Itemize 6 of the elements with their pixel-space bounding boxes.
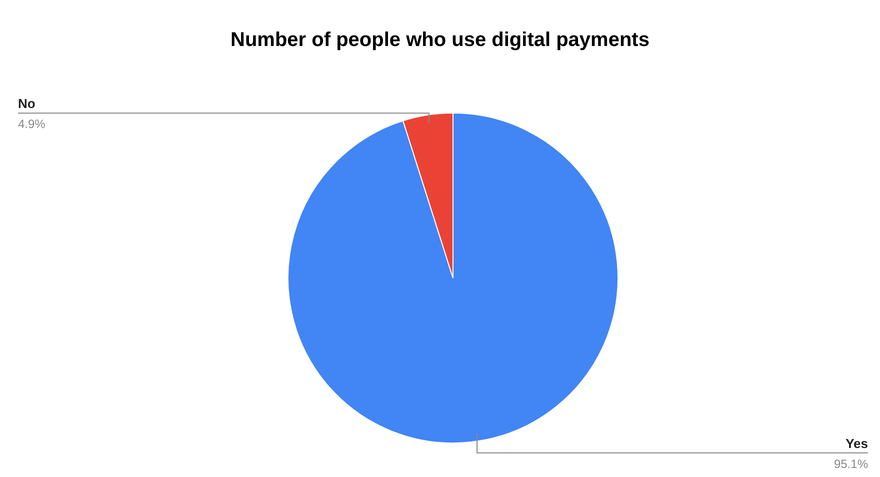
chart-title: Number of people who use digital payments	[230, 29, 650, 51]
data-label: 4.9%	[18, 117, 46, 132]
pie-slice	[288, 112, 618, 444]
slice-label: No	[18, 96, 36, 112]
slice-label: Yes	[846, 436, 868, 451]
data-label: 95.1%	[834, 456, 868, 471]
